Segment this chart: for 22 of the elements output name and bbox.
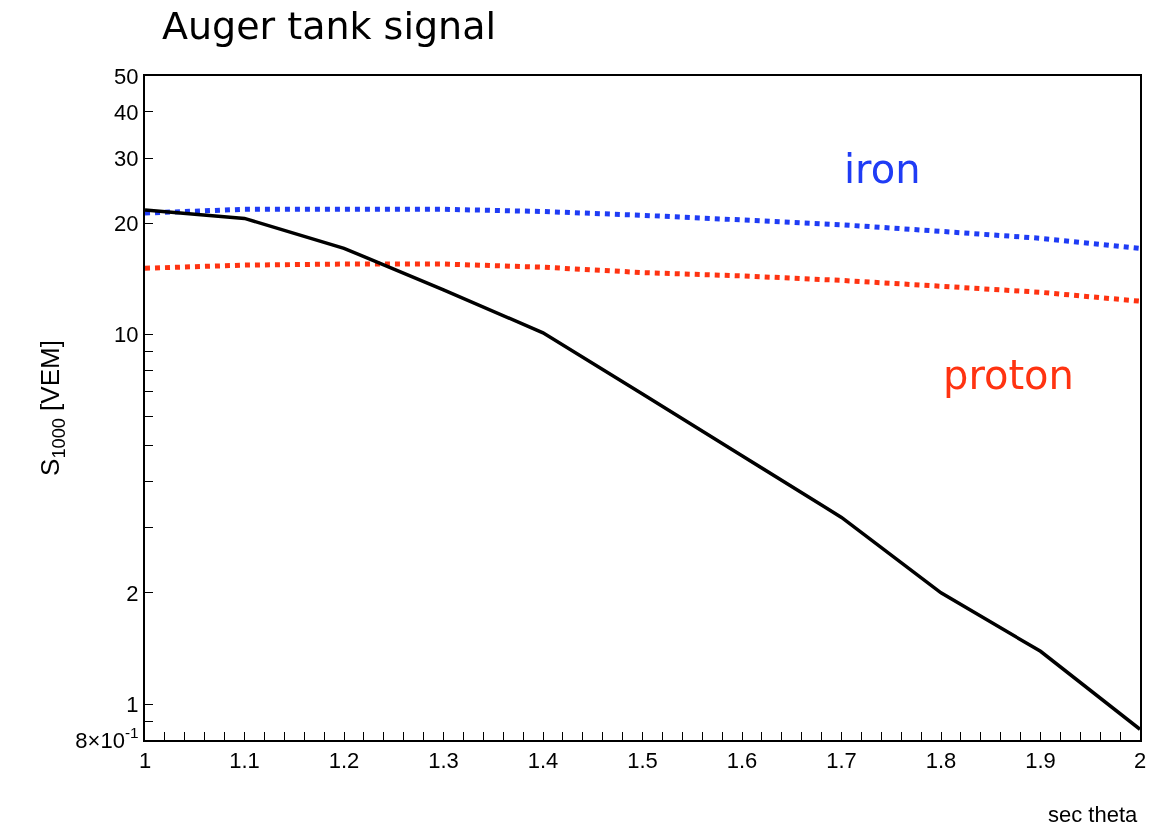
x-tick-label: 1.3: [428, 748, 459, 774]
x-tick-label: 1.2: [328, 748, 360, 774]
y-tick-label: 2: [126, 580, 139, 606]
x-tick-label: 1.9: [1025, 748, 1056, 774]
y-tick-label: 40: [114, 99, 139, 125]
y-tick-label: 10: [114, 322, 139, 348]
series-label: iron: [844, 146, 921, 192]
x-tick-label: 1.1: [229, 748, 260, 774]
x-tick-label: 1.8: [925, 748, 957, 774]
y-tick-label: 8×10$^{-1}$: [75, 724, 139, 753]
x-tick-label: 1.4: [527, 748, 559, 774]
x-tick-label: 1.5: [627, 748, 658, 774]
y-tick-label: 30: [114, 145, 139, 171]
y-tick-label: 20: [114, 210, 139, 236]
y-tick-label: 1: [126, 691, 139, 717]
series-label: proton: [943, 352, 1074, 398]
chart-title: Auger tank signal: [161, 4, 497, 49]
x-tick-label: 1.6: [726, 748, 758, 774]
x-axis-title: sec theta: [1048, 802, 1139, 827]
x-tick-label: 1.7: [826, 748, 857, 774]
x-tick-label: 2: [1133, 748, 1147, 774]
y-tick-label: 50: [114, 63, 139, 89]
